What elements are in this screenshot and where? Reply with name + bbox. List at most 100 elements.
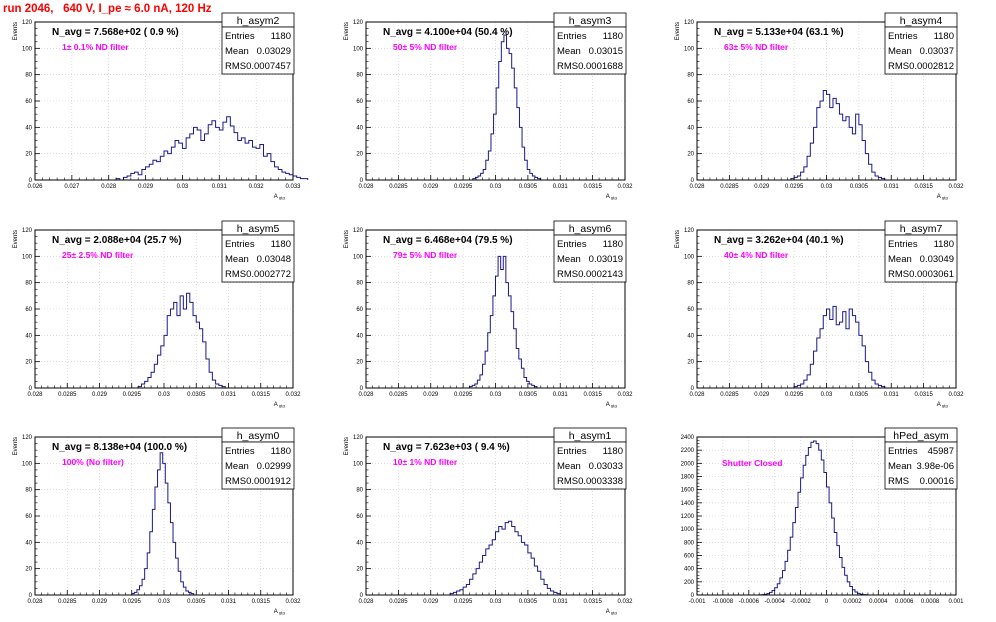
y-tick-label: 0 <box>29 386 33 392</box>
y-tick-label: 120 <box>22 435 33 441</box>
stats-box <box>553 441 627 490</box>
y-tick-label: 60 <box>356 307 363 313</box>
x-axis-label: Auto <box>937 402 949 409</box>
filter-note: 25± 2.5% ND filter <box>62 250 134 260</box>
stats-value: 0.03019 <box>589 254 623 265</box>
y-tick-label: 120 <box>353 435 364 441</box>
x-tick-label: 0.0295 <box>454 184 473 190</box>
x-tick-label: 0.031 <box>884 184 900 190</box>
histogram-name: h_asym3 <box>569 15 612 27</box>
y-tick-label: 0 <box>360 593 364 599</box>
y-tick-label: 80 <box>687 73 694 79</box>
stats-value: 1180 <box>603 446 623 457</box>
x-tick-label: 0.0295 <box>454 599 473 605</box>
x-tick-label: 0.0305 <box>850 184 869 190</box>
x-tick-label: 0.026 <box>27 184 43 190</box>
x-tick-label: 0.0315 <box>914 392 933 398</box>
stats-key: RMS <box>888 269 909 280</box>
stats-key: Mean <box>888 46 912 57</box>
histogram-series <box>115 116 309 181</box>
stats-key: Mean <box>888 254 912 265</box>
stats-value: 0.0007457 <box>246 61 291 72</box>
navg-label: N_avg = 3.262e+04 (40.1 %) <box>714 235 844 246</box>
y-tick-label: 0 <box>691 593 695 599</box>
y-tick-label: 100 <box>22 461 33 467</box>
y-tick-label: 100 <box>353 46 364 52</box>
stats-value: 0.03015 <box>589 46 623 57</box>
x-tick-label: 0.0006 <box>895 599 914 605</box>
histogram-series <box>790 89 886 180</box>
y-tick-label: 100 <box>684 46 695 52</box>
histogram-name: h_asym0 <box>237 430 280 442</box>
stats-key: Entries <box>888 239 918 250</box>
y-tick-label: 60 <box>687 99 694 105</box>
stats-key: RMS <box>557 61 578 72</box>
x-tick-label: 0.032 <box>249 184 265 190</box>
y-tick-label: 100 <box>353 254 364 260</box>
stats-value: 1180 <box>603 31 623 42</box>
y-axis-label: Events <box>13 22 19 40</box>
x-tick-label: 0.03 <box>158 599 170 605</box>
navg-label: N_avg = 8.138e+04 (100.0 %) <box>52 442 187 453</box>
filter-note: 79± 5% ND filter <box>393 250 458 260</box>
y-axis-label: Events <box>13 437 19 455</box>
x-tick-label: 0.032 <box>617 184 633 190</box>
stats-box <box>553 234 627 283</box>
stats-value: 0.0002812 <box>909 61 954 72</box>
y-tick-label: 60 <box>687 307 694 313</box>
x-tick-label: -0.001 <box>688 599 706 605</box>
y-tick-label: 100 <box>353 461 364 467</box>
histogram-series <box>131 452 195 595</box>
navg-label: N_avg = 6.468e+04 (79.5 %) <box>383 235 513 246</box>
histogram-name: h_asym6 <box>569 223 612 235</box>
stats-key: RMS <box>557 269 578 280</box>
stats-key: Entries <box>225 446 255 457</box>
x-tick-label: 0.031 <box>553 599 569 605</box>
filter-note: 100% (No filter) <box>62 457 124 467</box>
x-tick-label: 0.0285 <box>389 184 408 190</box>
stats-value: 0.03037 <box>920 46 954 57</box>
stats-value: 1180 <box>934 239 954 250</box>
histogram-name: h_asym4 <box>900 15 943 27</box>
x-tick-label: 0.0285 <box>389 599 408 605</box>
x-tick-label: 0.029 <box>138 184 154 190</box>
y-tick-label: 20 <box>687 152 694 158</box>
stats-key: Entries <box>888 31 918 42</box>
filter-note: 63± 5% ND filter <box>724 42 789 52</box>
stats-box <box>884 441 958 490</box>
stats-value: 0.03049 <box>920 254 954 265</box>
stats-key: Entries <box>888 446 918 457</box>
y-tick-label: 40 <box>687 333 694 339</box>
x-axis-label: Auto <box>606 194 618 201</box>
filter-note: 1± 0.1% ND filter <box>62 42 129 52</box>
y-tick-label: 20 <box>25 152 32 158</box>
stats-value: 0.0003061 <box>909 269 954 280</box>
stats-key: Mean <box>225 461 249 472</box>
page-title: run 2046, 640 V, I_pe ≈ 6.0 nA, 120 Hz <box>3 3 212 15</box>
x-tick-label: 0.029 <box>423 392 439 398</box>
stats-key: RMS <box>225 269 246 280</box>
x-tick-label: 0.029 <box>92 392 108 398</box>
histogram-name: h_asym1 <box>569 430 612 442</box>
y-axis-label: Events <box>344 22 350 40</box>
stats-value: 0.03029 <box>257 46 291 57</box>
y-tick-label: 2400 <box>681 435 695 441</box>
stats-key: RMS <box>225 476 246 487</box>
y-tick-label: 1000 <box>681 527 695 533</box>
y-tick-label: 60 <box>25 99 32 105</box>
stats-value: 0.0003338 <box>578 476 623 487</box>
x-tick-label: 0.029 <box>92 599 108 605</box>
histogram-series <box>449 520 561 595</box>
y-tick-label: 0 <box>691 386 695 392</box>
stats-key: Entries <box>557 239 587 250</box>
y-tick-label: 40 <box>25 333 32 339</box>
y-tick-label: 80 <box>25 281 32 287</box>
x-tick-label: 0.0285 <box>720 184 739 190</box>
y-tick-label: 20 <box>356 567 363 573</box>
y-axis-label: Events <box>13 230 19 248</box>
histogram-panel-h_asym3: 0.028 0.0285 0.029 0.0295 0.03 0.0305 0.031 0.0… <box>344 12 633 201</box>
x-tick-label: 0.0305 <box>519 184 538 190</box>
y-axis-label: Events <box>675 22 681 40</box>
x-axis-label: Auto <box>606 402 618 409</box>
x-tick-label: 0.029 <box>754 184 770 190</box>
